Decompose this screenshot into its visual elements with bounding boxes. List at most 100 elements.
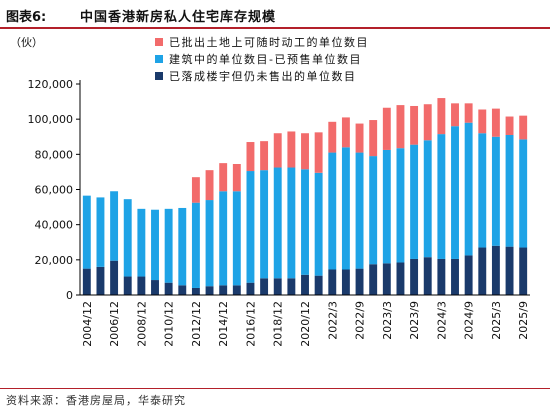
y-tick-label: 40,000 — [35, 219, 74, 232]
bar-segment-under-construction — [191, 202, 200, 288]
bar-segment-not-started — [369, 120, 378, 157]
bar-segment-under-construction — [396, 148, 405, 263]
bar-segment-under-construction — [123, 199, 132, 277]
bar-segment-not-started — [437, 98, 446, 135]
bar-segment-under-construction — [96, 197, 105, 267]
bar-segment-under-construction — [382, 149, 391, 264]
x-tick-label: 2018/12 — [272, 301, 285, 347]
bar-segment-not-started — [273, 133, 282, 168]
y-tick-label: 60,000 — [35, 184, 74, 197]
bar-segment-not-started — [382, 107, 391, 150]
bar-segment-completed-unsold — [396, 262, 405, 295]
bar-segment-under-construction — [151, 209, 159, 281]
bar-segment-under-construction — [437, 134, 446, 259]
bar-segment-under-construction — [205, 200, 214, 287]
legend: 已批出土地上可随时动工的单位数目建筑中的单位数目-已预售单位数目已落成楼宇但仍未… — [155, 35, 369, 83]
x-tick-label: 2010/12 — [163, 301, 176, 347]
y-tick-label: 100,000 — [28, 113, 74, 126]
bar-segment-under-construction — [246, 171, 255, 283]
x-tick-label: 2024/3 — [435, 301, 448, 340]
x-tick-label: 2008/12 — [135, 301, 148, 347]
x-tick-label: 2004/12 — [81, 301, 94, 347]
bar-segment-completed-unsold — [191, 287, 200, 295]
bar-segment-under-construction — [505, 134, 514, 247]
bar-segment-completed-unsold — [96, 266, 105, 295]
x-tick-label: 2006/12 — [108, 301, 121, 347]
legend-label: 已批出土地上可随时动工的单位数目 — [169, 35, 369, 49]
legend-swatch-under-construction — [155, 55, 163, 63]
bar-segment-completed-unsold — [382, 263, 391, 295]
bar-segment-under-construction — [478, 133, 487, 248]
bar-segment-under-construction — [301, 169, 309, 275]
y-axis: 0 20,000 40,000 60,000 80,000 100,000 120,000 — [28, 78, 81, 302]
bar-segment-not-started — [341, 117, 350, 148]
bar-segment-under-construction — [219, 191, 228, 286]
bar-segment-completed-unsold — [423, 257, 432, 295]
bar-segment-completed-unsold — [328, 269, 337, 295]
bar-segment-under-construction — [164, 208, 173, 283]
bar-segment-under-construction — [423, 140, 432, 258]
bar-segment-not-started — [464, 103, 473, 123]
bar-segment-completed-unsold — [178, 285, 187, 295]
bar-segment-under-construction — [273, 167, 282, 279]
legend-label: 已落成楼宇但仍未售出的单位数目 — [169, 69, 357, 83]
bar-segment-completed-unsold — [437, 258, 446, 295]
bar-segment-completed-unsold — [410, 258, 419, 295]
x-tick-label: 2022/9 — [354, 301, 367, 340]
x-tick-label: 2025/3 — [490, 301, 503, 340]
bar-segment-completed-unsold — [314, 275, 323, 295]
bar-segment-under-construction — [82, 195, 91, 269]
bar-segment-not-started — [205, 170, 214, 201]
bar-segment-under-construction — [491, 136, 500, 246]
bar-segment-completed-unsold — [164, 282, 173, 295]
bar-segment-completed-unsold — [301, 274, 309, 295]
bar-segment-completed-unsold — [464, 255, 473, 295]
bar-segment-completed-unsold — [355, 268, 364, 296]
bar-segment-completed-unsold — [246, 282, 255, 295]
bar-segment-under-construction — [260, 170, 269, 279]
bar-segment-completed-unsold — [505, 246, 514, 295]
y-tick-label: 0 — [66, 289, 73, 302]
x-tick-label: 2023/3 — [381, 301, 394, 340]
bar-segment-not-started — [355, 123, 364, 153]
bar-segment-under-construction — [314, 172, 323, 276]
bar-segment-completed-unsold — [287, 278, 296, 295]
unit-label: （伙） — [10, 36, 43, 49]
x-tick-label: 2020/12 — [299, 301, 312, 347]
x-tick-label: 2025/9 — [517, 301, 530, 340]
x-axis: 2004/12 2006/12 2008/12 2010/12 2012/12 2014/… — [80, 294, 530, 347]
bar-segment-not-started — [328, 121, 337, 153]
bar-segment-not-started — [396, 105, 405, 149]
bar-segment-not-started — [410, 105, 419, 145]
bar-segment-not-started — [478, 109, 487, 134]
figure-title: 中国香港新房私人住宅库存规模 — [80, 10, 277, 25]
bar-segment-under-construction — [110, 191, 119, 261]
bars — [82, 98, 528, 296]
bar-segment-not-started — [423, 104, 432, 141]
legend-swatch-completed-unsold — [155, 72, 163, 80]
bar-segment-completed-unsold — [369, 264, 378, 295]
bar-segment-completed-unsold — [341, 269, 350, 295]
bar-segment-not-started — [219, 163, 228, 192]
bar-segment-completed-unsold — [82, 268, 91, 296]
bar-segment-under-construction — [341, 147, 350, 270]
bar-segment-completed-unsold — [273, 278, 282, 295]
y-tick-label: 20,000 — [35, 254, 74, 267]
bar-segment-under-construction — [369, 156, 378, 265]
y-tick-label: 120,000 — [28, 78, 74, 91]
bar-segment-under-construction — [328, 152, 337, 270]
bar-segment-not-started — [191, 177, 200, 203]
bar-segment-not-started — [519, 115, 528, 140]
bar-segment-completed-unsold — [260, 278, 269, 295]
x-tick-label: 2016/12 — [244, 301, 257, 347]
bar-segment-not-started — [246, 142, 255, 172]
bar-segment-completed-unsold — [151, 280, 159, 295]
bar-segment-completed-unsold — [110, 260, 119, 295]
bar-segment-under-construction — [232, 191, 241, 286]
bar-segment-under-construction — [355, 152, 364, 269]
bar-segment-not-started — [505, 116, 514, 135]
y-tick-label: 80,000 — [35, 148, 74, 161]
x-tick-label: 2023/9 — [408, 301, 421, 340]
bar-segment-under-construction — [410, 144, 419, 259]
